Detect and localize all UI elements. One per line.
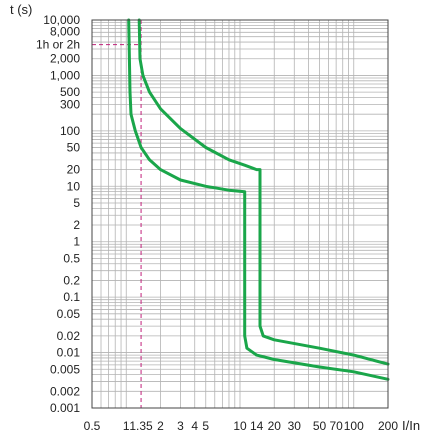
y-tick-label: 100 [60,124,80,138]
x-tick-label: 50 [313,419,327,433]
x-tick-label: 2 [157,419,164,433]
x-tick-label: 200 [378,419,398,433]
y-tick-label: 300 [60,97,80,111]
y-axis-title: t (s) [10,2,32,17]
x-tick-label: 14 [250,419,264,433]
y-tick-label: 10 [67,179,81,193]
y-tick-label: 20 [67,163,81,177]
y-tick-label: 8,000 [50,24,80,38]
y-tick-label: 5 [73,196,80,210]
y-tick-label: 0.05 [57,307,81,321]
x-tick-label: 70 [329,419,343,433]
x-tick-label: 4 [191,419,198,433]
x-tick-label: 3 [177,419,184,433]
y-tick-label: 0.1 [63,290,80,304]
y-tick-label: 0.02 [57,329,81,343]
x-tick-label: 10 [233,419,247,433]
y-tick-label: 0.002 [50,384,80,398]
plot-frame [91,19,389,409]
curves [127,18,390,381]
x-tick-label: 20 [268,419,282,433]
curve-upper [137,18,390,366]
x-tick-labels: 0.5 1 1.35 2 3 4 5 10 14 20 30 50 70 100 200 [84,419,399,433]
x-tick-label: 30 [288,419,302,433]
annotation: 1h or 2h [36,20,142,408]
y-tick-label: 0.005 [50,362,80,376]
y-tick-label: 10,000 [43,13,80,27]
annotation-label: 1h or 2h [36,38,80,52]
x-tick-label: 1 [123,419,130,433]
y-tick-label: 50 [67,141,81,155]
y-tick-label: 2 [73,218,80,232]
x-axis-title: I/In [402,418,420,433]
x-tick-label: 1.35 [129,419,153,433]
x-tick-label: 0.5 [84,419,101,433]
y-tick-label: 1,000 [50,68,80,82]
y-tick-label: 0.01 [57,346,81,360]
x-tick-label: 5 [202,419,209,433]
curve-lower [127,18,390,381]
y-tick-label: 0.001 [50,401,80,415]
y-tick-label: 0.2 [63,273,80,287]
y-tick-label: 2,000 [50,52,80,66]
y-tick-label: 500 [60,85,80,99]
y-tick-label: 0.5 [63,251,80,265]
y-tick-label: 1 [73,235,80,249]
x-tick-label: 100 [344,419,364,433]
